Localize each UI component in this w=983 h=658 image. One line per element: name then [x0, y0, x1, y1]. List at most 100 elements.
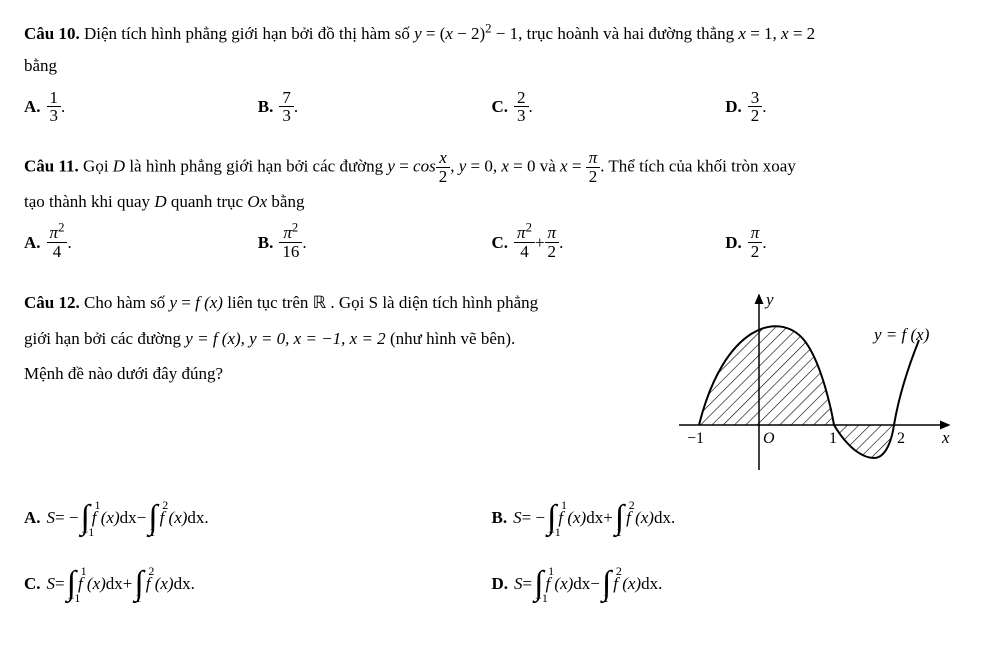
q10-c-frac: 23	[514, 89, 529, 126]
q11-c-frac1: π24	[514, 224, 535, 261]
q11-choice-c[interactable]: C. π24 + π2 .	[492, 224, 726, 261]
q10-d-frac: 32	[748, 89, 763, 126]
q10-choice-c[interactable]: C. 23 .	[492, 89, 726, 126]
q11-c-label: C.	[492, 233, 509, 253]
q12-d-label: D.	[492, 574, 509, 594]
q10-eq-x: x	[445, 24, 453, 43]
q11-y0eq: = 0,	[466, 157, 501, 176]
q12-l2b: (như hình vẽ bên).	[386, 329, 516, 348]
q11-choice-d[interactable]: D. π2 .	[725, 224, 959, 261]
q11-c-frac2: π2	[545, 224, 560, 261]
q11-stem: Câu 11. Gọi D là hình phẳng giới hạn bởi…	[24, 149, 959, 218]
q11-xpifrac: π2	[586, 149, 601, 186]
integral-icon: ∫21	[148, 504, 157, 531]
q10-a-dot: .	[61, 97, 65, 117]
x-axis-label: x	[941, 428, 950, 447]
q12-d-expr: S = ∫1−1 f (x) dx − ∫21 f (x) dx .	[514, 570, 662, 597]
q10-eq-tail: − 1	[492, 24, 519, 43]
hatch-upper	[699, 326, 834, 425]
q12-graph-svg: y y = f (x) x −1 O 1 2	[659, 285, 959, 475]
q12-text: Câu 12. Cho hàm số y = f (x) liên tục tr…	[24, 285, 643, 480]
q11-b-dot: .	[302, 233, 306, 253]
q11-choice-b[interactable]: B. π216 .	[258, 224, 492, 261]
q11-choices: A. π24 . B. π216 . C. π24 + π2 . D. π2 .	[24, 224, 959, 261]
q11-cosfn: cos	[413, 157, 436, 176]
q12-choice-b[interactable]: B. S = − ∫1−1 f (x) dx + ∫21 f (x) dx .	[492, 494, 960, 542]
q11-d-frac: π2	[748, 224, 763, 261]
q10-x2v: = 2	[789, 24, 816, 43]
q11-d-label: D.	[725, 233, 742, 253]
integral-icon: ∫1−1	[547, 504, 556, 531]
curve-label: y = f (x)	[872, 325, 930, 344]
q10-choice-d[interactable]: D. 32 .	[725, 89, 959, 126]
q12-a-expr: S = − ∫1−1 f (x) dx − ∫21 f (x) dx .	[47, 504, 209, 531]
q11-s2: là hình phẳng giới hạn bởi các đường	[125, 157, 387, 176]
q12-l2a: giới hạn bởi các đường	[24, 329, 185, 348]
q12-graph: y y = f (x) x −1 O 1 2	[659, 285, 959, 480]
q10-x1v: = 1,	[746, 24, 781, 43]
q12-choice-d[interactable]: D. S = ∫1−1 f (x) dx − ∫21 f (x) dx .	[492, 560, 960, 608]
q12-fx: f (x)	[195, 293, 223, 312]
q11-cosy: y	[387, 157, 395, 176]
q12-y: y	[169, 293, 177, 312]
q11-c1: ,	[450, 157, 459, 176]
q11-choice-a[interactable]: A. π24 .	[24, 224, 258, 261]
q12-s2: liên tục trên	[223, 293, 313, 312]
q12-s3: . Gọi S là diện tích hình phẳng	[326, 293, 538, 312]
q11-coseq: =	[395, 157, 413, 176]
q10-choice-a[interactable]: A. 13 .	[24, 89, 258, 126]
q12-b-expr: S = − ∫1−1 f (x) dx + ∫21 f (x) dx .	[513, 504, 675, 531]
tick-2: 2	[897, 430, 905, 447]
q10-b-dot: .	[294, 97, 298, 117]
q12-choice-c[interactable]: C. S = ∫1−1 f (x) dx + ∫21 f (x) dx .	[24, 560, 492, 608]
q10-stem: Câu 10. Diện tích hình phẳng giới hạn bở…	[24, 18, 959, 83]
q11-l2b: quanh trục	[167, 192, 248, 211]
q12-choices: A. S = − ∫1−1 f (x) dx − ∫21 f (x) dx . …	[24, 494, 959, 626]
q10-d-label: D.	[725, 97, 742, 117]
question-10: Câu 10. Diện tích hình phẳng giới hạn bở…	[24, 18, 959, 125]
q12-a-label: A.	[24, 508, 41, 528]
q12-c-label: C.	[24, 574, 41, 594]
tick-O: O	[763, 430, 775, 447]
q11-s1: Gọi	[83, 157, 113, 176]
q10-text-2: , trục hoành và hai đường thẳng	[518, 24, 738, 43]
q11-s3: . Thể tích của khối tròn xoay	[600, 157, 796, 176]
q10-label: Câu 10.	[24, 24, 80, 43]
q11-b-label: B.	[258, 233, 274, 253]
q11-b-frac: π216	[279, 224, 302, 261]
q10-choices: A. 13 . B. 73 . C. 23 . D. 32 .	[24, 89, 959, 126]
tick-neg1: −1	[687, 430, 704, 447]
q11-D: D	[113, 157, 125, 176]
q11-a-label: A.	[24, 233, 41, 253]
q10-eq-y: y	[414, 24, 422, 43]
integral-icon: ∫21	[134, 570, 143, 597]
q11-xpieq: =	[568, 157, 586, 176]
q12-b-label: B.	[492, 508, 508, 528]
q10-eq-1: = (	[426, 24, 446, 43]
q12-R: ℝ	[313, 293, 326, 312]
integral-icon: ∫1−1	[534, 570, 543, 597]
question-12: Câu 12. Cho hàm số y = f (x) liên tục tr…	[24, 285, 959, 626]
q12-row: Câu 12. Cho hàm số y = f (x) liên tục tr…	[24, 285, 959, 480]
q10-x2: x	[781, 24, 789, 43]
q10-end: bằng	[24, 56, 57, 75]
q10-c-label: C.	[492, 97, 509, 117]
q12-choice-a[interactable]: A. S = − ∫1−1 f (x) dx − ∫21 f (x) dx .	[24, 494, 492, 542]
question-11: Câu 11. Gọi D là hình phẳng giới hạn bởi…	[24, 149, 959, 261]
q11-D2: D	[154, 192, 166, 211]
q10-x1: x	[738, 24, 746, 43]
q11-d-dot: .	[762, 233, 766, 253]
y-axis-label: y	[764, 290, 774, 309]
q10-c-dot: .	[529, 97, 533, 117]
integral-icon: ∫21	[615, 504, 624, 531]
q11-l2c: bằng	[267, 192, 304, 211]
q10-eq-2: − 2)	[453, 24, 485, 43]
q10-choice-b[interactable]: B. 73 .	[258, 89, 492, 126]
q11-xpix: x	[560, 157, 568, 176]
q11-a-frac: π24	[47, 224, 68, 261]
q11-Ox: Ox	[247, 192, 267, 211]
integral-icon: ∫21	[602, 570, 611, 597]
q12-l3: Mệnh đề nào dưới đây đúng?	[24, 364, 223, 383]
q11-a-dot: .	[67, 233, 71, 253]
q11-x0x: x	[501, 157, 509, 176]
